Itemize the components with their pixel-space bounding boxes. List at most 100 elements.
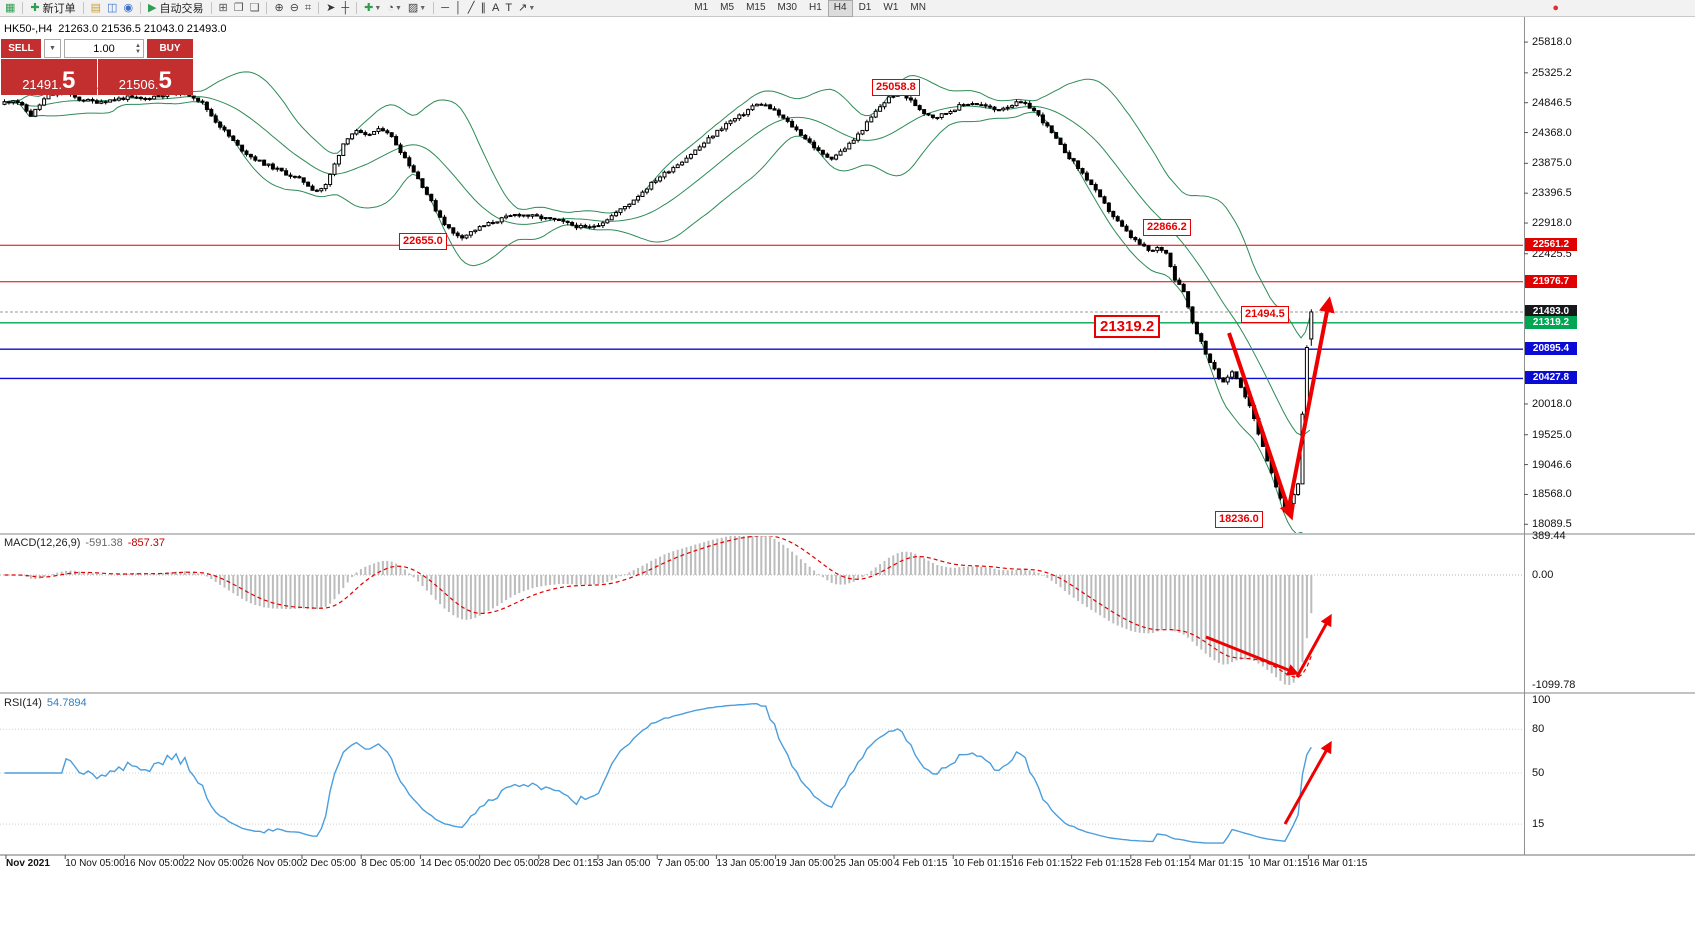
market-watch-icon: ▤ <box>90 1 102 14</box>
rsi-axis-value: 80 <box>1532 723 1545 736</box>
macd-main-value: -591.38 <box>85 537 123 549</box>
timeframe-m1[interactable]: M1 <box>694 1 709 13</box>
one-click-trade-panel: SELL ▼ 1.00 ▲ ▼ BUY 21491. 5 21506. 5 <box>1 39 193 95</box>
navigator-icon[interactable]: ◉ <box>121 1 135 16</box>
tile-windows-icon[interactable]: ❏ <box>248 1 262 16</box>
label-icon: T <box>505 1 513 14</box>
indicators-icon: ✚ <box>364 1 374 14</box>
time-axis-label: Nov 2021 <box>6 858 50 869</box>
toolbar-separator <box>266 2 268 14</box>
volume-input[interactable]: 1.00 ▲ ▼ <box>64 39 144 58</box>
trendline-icon[interactable]: ╱ <box>466 1 477 16</box>
toolbar: ▦ ✚ 新订单 ▤ ◫ ◉ ▶ 自动交易 ⊞ ❐ ❏ ⊕ ⊖ ⌗ ➤ ┼ ✚ ▼ ◔ ▼ ▨ ▼ ─ │ ╱ ∥ A T ↗ ▼ M1 M5 M… <box>0 0 1695 17</box>
arrows-tool-icon[interactable]: ↗ ▼ <box>516 1 537 16</box>
macd-axis-value: 389.44 <box>1532 530 1566 543</box>
channel-icon[interactable]: ∥ <box>479 1 489 16</box>
price-callout[interactable]: 21494.5 <box>1241 306 1289 323</box>
label-icon[interactable]: T <box>503 1 514 16</box>
text-icon: A <box>492 1 500 14</box>
timeframe-h4[interactable]: H4 <box>827 0 853 17</box>
price-callout[interactable]: 18236.0 <box>1215 511 1263 528</box>
toolbar-separator <box>22 2 24 14</box>
time-axis[interactable]: Nov 2021 10 Nov 05:00 16 Nov 05:00 22 Nov 0… <box>0 857 1695 873</box>
timeframe-d1[interactable]: D1 <box>858 1 872 13</box>
market-watch-icon[interactable]: ▤ <box>89 1 103 16</box>
spinner-down-icon[interactable]: ▼ <box>135 48 141 55</box>
hline-icon: ─ <box>441 1 450 14</box>
macd-name: MACD(12,26,9) <box>4 537 81 549</box>
channel-icon: ∥ <box>480 1 487 14</box>
time-axis-label: 7 Jan 05:00 <box>657 858 710 869</box>
period-icon[interactable]: ◔ ▼ <box>385 1 404 16</box>
volume-spinner[interactable]: ▲ ▼ <box>135 40 141 57</box>
spinner-up-icon[interactable]: ▲ <box>135 42 141 49</box>
timeframe-mn[interactable]: MN <box>910 1 926 13</box>
toolbar-separator <box>210 2 212 14</box>
timeframe-w1[interactable]: W1 <box>883 1 899 13</box>
time-axis-label: 20 Dec 05:00 <box>479 858 540 869</box>
community-icon: ● <box>1552 1 1559 14</box>
volume-dropdown[interactable]: ▼ <box>44 39 61 58</box>
grid-icon[interactable]: ⌗ <box>303 1 313 16</box>
price-axis[interactable]: 25818.0 25325.2 24846.5 24368.0 23875.0 23396… <box>1525 17 1695 877</box>
volume-value: 1.00 <box>93 42 115 55</box>
sell-price-display[interactable]: 21491. 5 <box>1 59 97 95</box>
price-axis-tick: 18089.5 <box>1532 518 1572 531</box>
new-chart-icon[interactable]: ⊞ <box>217 1 230 16</box>
price-badge: 20427.8 <box>1525 371 1577 385</box>
price-axis-tick: 22918.0 <box>1532 217 1572 230</box>
price-callout[interactable]: 25058.8 <box>872 79 920 96</box>
rsi-axis-value: 15 <box>1532 818 1545 831</box>
profiles-icon[interactable]: ❐ <box>232 1 246 16</box>
autotrade-button[interactable]: ▶ 自动交易 <box>146 1 205 16</box>
time-axis-label: 25 Jan 05:00 <box>834 858 893 869</box>
time-axis-label: 4 Mar 01:15 <box>1190 858 1244 869</box>
time-axis-label: 16 Mar 01:15 <box>1308 858 1368 869</box>
time-axis-label: 2 Dec 05:00 <box>302 858 356 869</box>
macd-signal-value: -857.37 <box>127 537 166 549</box>
price-axis-tick: 25325.2 <box>1532 66 1572 79</box>
sell-button[interactable]: SELL <box>1 39 41 58</box>
chevron-down-icon: ▼ <box>394 4 402 12</box>
community-icon[interactable]: ● <box>1550 1 1561 16</box>
data-window-icon[interactable]: ◫ <box>105 1 119 16</box>
time-axis-label: 10 Feb 01:15 <box>953 858 1013 869</box>
time-axis-label: 28 Feb 01:15 <box>1130 858 1190 869</box>
timeframe-m5[interactable]: M5 <box>720 1 735 13</box>
price-callout[interactable]: 22655.0 <box>399 233 447 250</box>
price-axis-tick: 19525.0 <box>1532 428 1572 441</box>
vline-icon: │ <box>455 1 462 14</box>
chevron-down-icon: ▼ <box>374 4 382 12</box>
price-axis-tick: 23875.0 <box>1532 157 1572 170</box>
template-icon[interactable]: ▨ ▼ <box>406 1 428 16</box>
time-axis-label: 16 Nov 05:00 <box>124 858 184 869</box>
terminal-chart-icon[interactable]: ▦ <box>3 1 17 16</box>
timeframe-m30[interactable]: M30 <box>777 1 797 13</box>
price-badge: 21493.0 <box>1525 304 1577 318</box>
cursor-icon[interactable]: ➤ <box>324 1 337 16</box>
price-callout[interactable]: 21319.2 <box>1094 315 1161 338</box>
macd-axis-value: 0.00 <box>1532 569 1554 581</box>
time-axis-label: 28 Dec 01:15 <box>538 858 599 869</box>
timeframe-group: M1 M5 M15 M30 H1 H4 D1 W1 MN <box>688 0 932 17</box>
crosshair-icon[interactable]: ┼ <box>339 1 351 16</box>
timeframe-h1[interactable]: H1 <box>808 1 822 13</box>
time-axis-label: 16 Feb 01:15 <box>1012 858 1072 869</box>
time-axis-label: 22 Nov 05:00 <box>183 858 244 869</box>
grid-icon: ⌗ <box>304 1 312 14</box>
timeframe-m15[interactable]: M15 <box>746 1 766 13</box>
text-icon[interactable]: A <box>490 1 501 16</box>
buy-button[interactable]: BUY <box>147 39 193 58</box>
indicators-icon[interactable]: ✚ ▼ <box>362 1 383 16</box>
ask-price-main: 21506. <box>118 77 159 92</box>
new-order-button[interactable]: ✚ 新订单 <box>28 1 77 16</box>
buy-price-display[interactable]: 21506. 5 <box>97 59 193 95</box>
zoom-in-icon[interactable]: ⊕ <box>272 1 285 16</box>
price-callout[interactable]: 22866.2 <box>1143 219 1191 236</box>
zoom-out-icon[interactable]: ⊖ <box>288 1 301 16</box>
terminal-chart-icon: ▦ <box>5 1 16 14</box>
vline-icon[interactable]: │ <box>453 1 464 16</box>
template-icon: ▨ <box>407 1 419 14</box>
hline-icon[interactable]: ─ <box>439 1 451 16</box>
